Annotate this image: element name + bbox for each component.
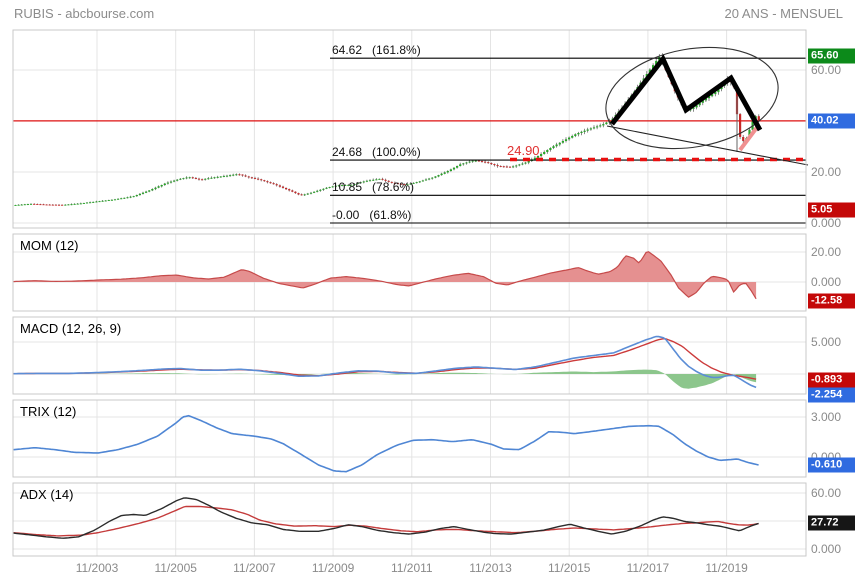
trix-value-badge: -0.610 (808, 457, 855, 473)
macd-axis-label: 5.000 (811, 335, 842, 349)
trix-panel-label: TRIX (12) (20, 404, 77, 419)
pattern-ellipse (605, 46, 779, 150)
descending-trendline (606, 125, 809, 166)
adx-axis-label: 60.00 (811, 486, 842, 500)
fib-percent: (61.8%) (369, 208, 412, 222)
x-axis-tick-label: 11/2013 (469, 561, 512, 575)
fibonacci-level-label: 10.85 (78.6%) (332, 180, 414, 194)
x-axis-tick-label: 11/2019 (705, 561, 748, 575)
price-value-badge: 65.60 (808, 48, 855, 64)
mom-line (13, 251, 757, 300)
fib-percent: (100.0%) (372, 145, 421, 160)
trix-line (13, 414, 759, 473)
macd-histogram (13, 369, 757, 389)
x-axis-tick-label: 11/2009 (311, 561, 355, 575)
fib-price: 10.85 (332, 180, 363, 195)
fib-price: 24.68 (332, 145, 363, 160)
price-axis-label: 0.000 (811, 216, 842, 230)
zigzag-highlight (738, 124, 760, 152)
mom-axis-label: 0.000 (811, 275, 842, 289)
x-axis-tick-label: 11/2017 (626, 561, 670, 575)
fibonacci-level-label: -0.00 (61.8%) (332, 208, 411, 222)
price-value-badge: 5.05 (808, 202, 855, 218)
macd-panel-label: MACD (12, 26, 9) (20, 321, 122, 336)
adx-line (13, 497, 759, 539)
x-axis-tick-label: 11/2011 (390, 561, 433, 575)
macd-line (13, 335, 757, 389)
macd-value-badge: -2.254 (808, 387, 855, 403)
mom-panel-label: MOM (12) (20, 238, 79, 253)
instrument-title: RUBIS - abcbourse.com (14, 6, 155, 21)
x-axis-tick-label: 11/2007 (233, 561, 276, 575)
fib-percent: (161.8%) (372, 43, 421, 58)
mom-area (13, 251, 757, 299)
zigzag-annotation (610, 54, 763, 132)
x-axis-tick-label: 11/2005 (154, 561, 197, 575)
fibonacci-level-label: 64.62 (161.8%) (332, 43, 421, 57)
fibonacci-level-label: 24.68 (100.0%) (332, 145, 421, 159)
x-axis-tick-label: 11/2015 (547, 561, 591, 575)
price-axis-label: 60.00 (811, 63, 842, 77)
fib-price: 64.62 (332, 43, 363, 58)
fib-percent: (78.6%) (372, 180, 415, 195)
price-value-badge: 40.02 (808, 113, 855, 129)
support-price-label: 24.90 (507, 142, 540, 158)
mom-axis-label: 20.00 (811, 245, 842, 259)
trix-axis-label: 3.000 (811, 410, 842, 424)
fib-price: -0.00 (332, 208, 360, 222)
adx-value-badge: 27.72 (808, 515, 855, 531)
adx-axis-label: 0.000 (811, 542, 842, 556)
mom-value-badge: -12.58 (808, 293, 855, 309)
x-axis-tick-label: 11/2003 (75, 561, 119, 575)
price-axis-label: 20.00 (811, 165, 842, 179)
adx-panel-label: ADX (14) (20, 487, 74, 502)
macd-value-badge: -0.893 (808, 372, 855, 388)
period-label: 20 ANS - MENSUEL (724, 6, 844, 21)
